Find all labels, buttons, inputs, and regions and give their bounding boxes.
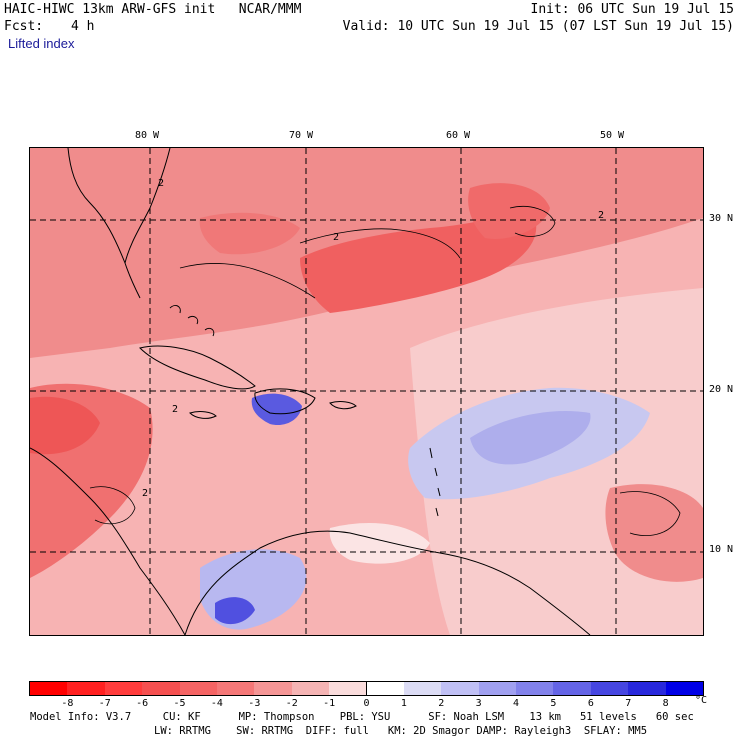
colorbar-cell [30,682,69,695]
contour-line-1 [299,228,461,259]
field-neg-mid-se [605,484,703,582]
colorbar-cell [441,682,480,695]
model-info-line2: LW: RRTMG SW: RRTMG DIFF: full KM: 2D Sm… [154,725,648,737]
colorbar-unit: °C [695,695,708,706]
colorbar-cell [516,682,555,695]
field-name: Lifted index [8,36,75,51]
colorbar-tick-label: 3 [475,698,482,709]
lat-lon-grid [30,148,703,635]
colorbar-tick-label: 6 [587,698,594,709]
colorbar-tick-label: -3 [248,698,261,709]
colorbar-cell [366,682,405,695]
field-neg-strong-center [300,208,537,313]
lifted-index-map: 2 2 2 2 2 [29,147,704,636]
contour-line-4 [89,486,136,525]
lon-label-70w: 70 W [289,130,314,141]
lat-label-20n: 20 N [709,384,734,395]
colorbar-cell [254,682,293,695]
contour-label-5: 2 [142,488,148,499]
coast-cuba [139,345,256,390]
field-neg-strong-west [30,396,100,455]
colorbar-tick-label: 1 [400,698,407,709]
colorbar-cell [329,682,368,695]
field-neg-strong-ne [468,183,550,239]
colorbar-cell [104,682,144,695]
colorbar-cell [216,682,256,695]
contour-label-3: 2 [598,210,604,221]
colorbar-cell [179,682,218,695]
coast-hispaniola [254,388,316,415]
init-time: Init: 06 UTC Sun 19 Jul 15 [530,2,735,17]
coast-south-america [184,530,591,635]
colorbar-tick-label: -7 [98,698,111,709]
coast-us-east [67,148,141,299]
colorbar-tick-label: 0 [363,698,370,709]
colorbar-cell [628,682,667,695]
valid-time: Valid: 10 UTC Sun 19 Jul 15 (07 LST Sun … [342,19,734,34]
field-neg-mid-nw [199,212,300,255]
coast-puerto-rico [329,401,357,410]
lat-label-30n: 30 N [709,213,734,224]
contour-label-1: 2 [158,178,164,189]
colorbar-tick-label: -8 [61,698,74,709]
coastlines [30,148,591,635]
colorbar: -8 -7 -6 -5 -4 -3 -2 -1 0 1 2 3 4 5 6 7 8 [29,681,704,709]
colorbar-cell [553,682,592,695]
forecast-label: Fcst: [4,19,44,34]
colorbar-cell [665,682,704,695]
colorbar-tick-label: 8 [662,698,669,709]
colorbar-tick-label: 2 [438,698,445,709]
colorbar-tick-label: -1 [323,698,336,709]
field-neg-faint-caribbean [329,523,430,564]
contours [89,206,681,537]
colorbar-tick-label: 7 [625,698,632,709]
colorbar-tick-label: -4 [210,698,223,709]
colorbar-cell [478,682,518,695]
coast-central-america [30,447,186,635]
field-pos-strong-south [215,597,255,625]
colorbar-cell [403,682,443,695]
forecast-hour: 4 h [71,19,95,34]
coast-bahamas [169,305,215,337]
colorbar-tick-label: 5 [550,698,557,709]
colorbar-cell [590,682,630,695]
colorbar-tick-label: -2 [285,698,298,709]
contour-line-5 [619,491,681,537]
lat-label-10n: 10 N [709,544,734,555]
map-svg: 2 2 2 2 2 [30,148,703,635]
coast-jamaica [189,411,217,419]
lon-label-60w: 60 W [446,130,471,141]
colorbar-cell [142,682,181,695]
field-pos-strong-hispaniola [251,393,302,426]
colorbar-tick-label: -6 [136,698,149,709]
colorbar-tick-label: -5 [173,698,186,709]
field-pos-mid-center [470,410,591,465]
contour-line-2 [179,263,316,299]
lon-label-50w: 50 W [600,130,625,141]
colorbar-cell [291,682,331,695]
contour-label-4: 2 [172,404,178,415]
coast-lesser-antilles [429,447,441,517]
colorbar-tick-label: 4 [513,698,520,709]
contour-label-2: 2 [333,232,339,243]
colorbar-cell [67,682,106,695]
model-title: HAIC-HIWC 13km ARW-GFS init NCAR/MMM [4,2,302,17]
contour-line-3 [509,206,556,237]
lon-label-80w: 80 W [135,130,160,141]
model-info-line1: Model Info: V3.7 CU: KF MP: Thompson PBL… [30,711,694,723]
